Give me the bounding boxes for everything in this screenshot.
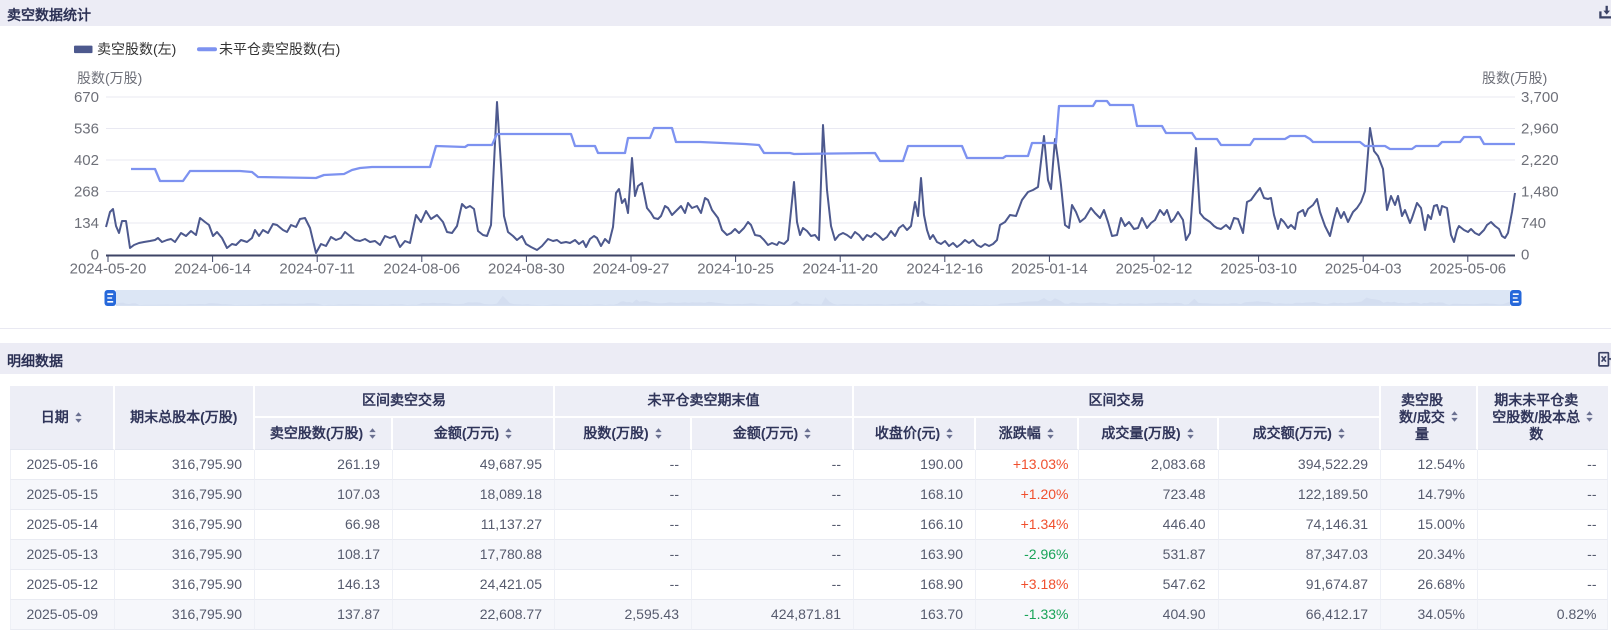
svg-text:2,220: 2,220 [1521,152,1559,169]
svg-text:2025-04-03: 2025-04-03 [1325,261,1402,278]
svg-text:未平仓卖空股数(右): 未平仓卖空股数(右) [219,41,340,57]
svg-text:2024-09-27: 2024-09-27 [593,261,670,278]
svg-text:2024-08-30: 2024-08-30 [488,261,565,278]
svg-text:268: 268 [74,184,99,201]
svg-text:2024-08-06: 2024-08-06 [383,261,460,278]
svg-text:卖空股数(左): 卖空股数(左) [97,41,176,57]
svg-text:0: 0 [91,247,99,264]
svg-text:402: 402 [74,152,99,169]
svg-text:股数(万股): 股数(万股) [1482,70,1547,86]
svg-text:2024-10-25: 2024-10-25 [697,261,774,278]
svg-text:740: 740 [1521,215,1546,232]
svg-text:2024-07-11: 2024-07-11 [279,261,355,278]
svg-text:股数(万股): 股数(万股) [77,70,142,86]
svg-text:0: 0 [1521,247,1529,264]
svg-text:2024-11-20: 2024-11-20 [802,261,878,278]
svg-text:2025-02-12: 2025-02-12 [1116,261,1193,278]
svg-text:2024-06-14: 2024-06-14 [174,261,251,278]
svg-text:2024-05-20: 2024-05-20 [70,261,147,278]
svg-text:2025-05-06: 2025-05-06 [1429,261,1506,278]
svg-text:2024-12-16: 2024-12-16 [906,261,983,278]
svg-text:134: 134 [74,215,99,232]
svg-text:2025-01-14: 2025-01-14 [1011,261,1088,278]
svg-text:670: 670 [74,89,99,106]
svg-text:2025-03-10: 2025-03-10 [1220,261,1297,278]
svg-text:1,480: 1,480 [1521,184,1559,201]
svg-text:536: 536 [74,121,99,138]
svg-text:2,960: 2,960 [1521,121,1559,138]
svg-text:3,700: 3,700 [1521,89,1559,106]
